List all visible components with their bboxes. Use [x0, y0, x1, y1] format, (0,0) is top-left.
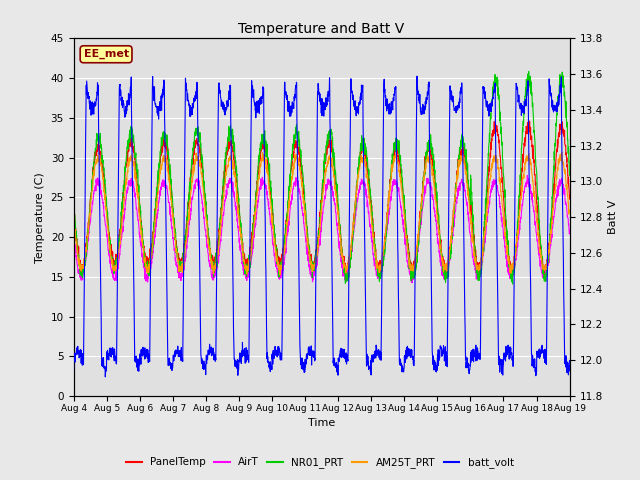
X-axis label: Time: Time	[308, 418, 335, 428]
Title: Temperature and Batt V: Temperature and Batt V	[239, 22, 404, 36]
Legend: PanelTemp, AirT, NR01_PRT, AM25T_PRT, batt_volt: PanelTemp, AirT, NR01_PRT, AM25T_PRT, ba…	[122, 453, 518, 472]
Y-axis label: Batt V: Batt V	[608, 200, 618, 234]
Text: EE_met: EE_met	[84, 49, 129, 60]
Y-axis label: Temperature (C): Temperature (C)	[35, 172, 45, 263]
